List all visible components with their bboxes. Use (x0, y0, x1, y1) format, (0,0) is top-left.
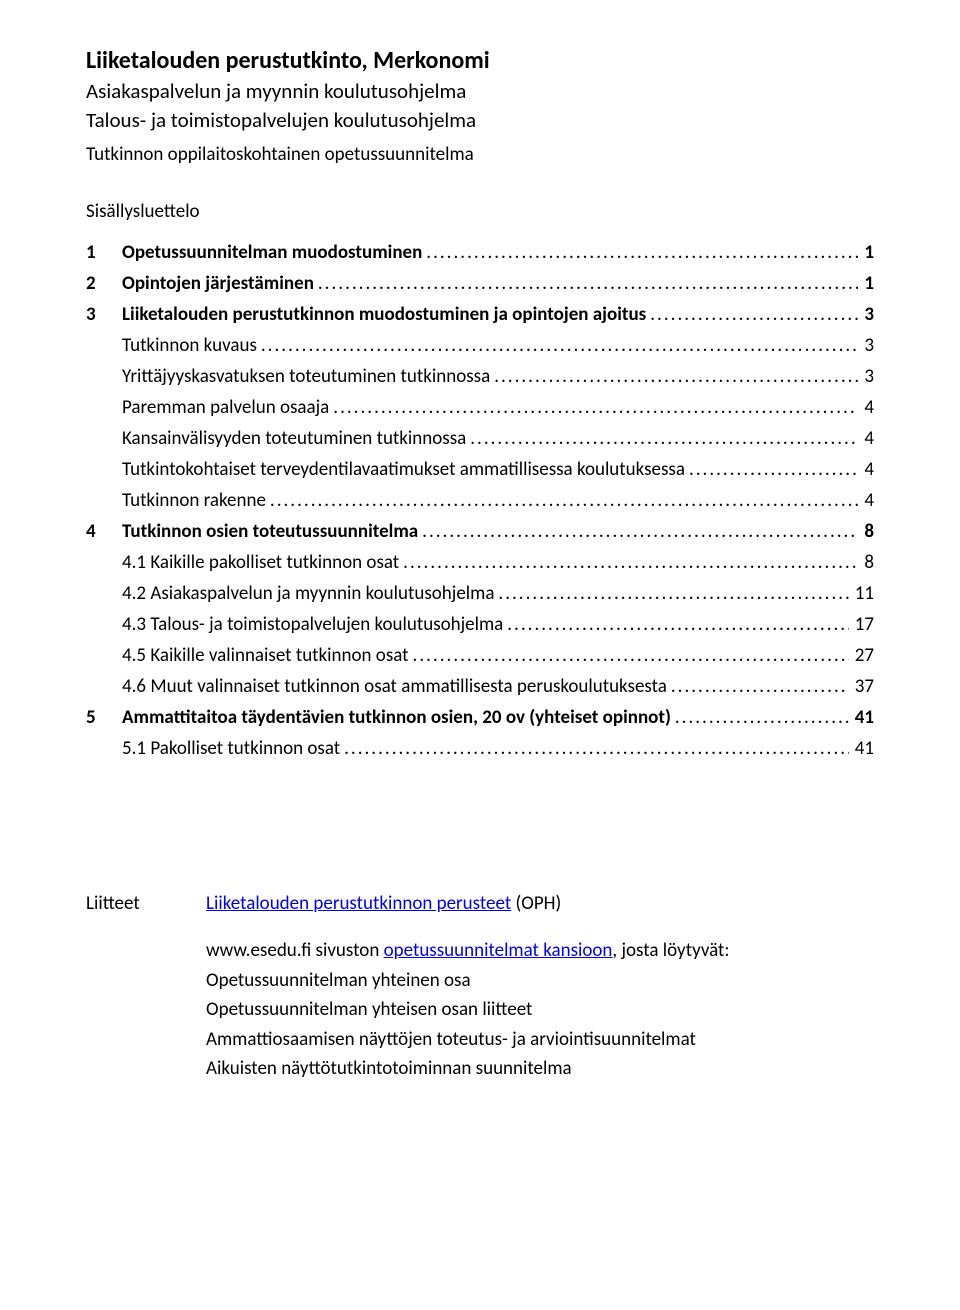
toc-row: 4.6 Muut valinnaiset tutkinnon osat amma… (86, 677, 874, 696)
toc-page: 37 (853, 677, 874, 696)
toc-page: 11 (853, 584, 874, 603)
toc-leader (470, 429, 858, 448)
toc-page: 1 (862, 274, 874, 293)
toc-leader (261, 336, 858, 355)
toc-page: 4 (862, 460, 874, 479)
toc-number: 4 (86, 522, 122, 541)
toc-label: Opintojen järjestäminen (122, 274, 314, 293)
toc-leader (413, 646, 849, 665)
toc-page: 4 (862, 398, 874, 417)
attachments-row-1: Liitteet Liiketalouden perustutkinnon pe… (86, 890, 874, 918)
attachment-suffix-2: , josta löytyvät: (612, 939, 729, 962)
toc-label: Opetussuunnitelman muodostuminen (122, 243, 422, 262)
attachment-line-5: Ammattiosaamisen näyttöjen toteutus- ja … (206, 1026, 874, 1054)
toc-leader (426, 243, 858, 262)
toc-number: 5 (86, 708, 122, 727)
page-title: Liiketalouden perustutkinto, Merkonomi (86, 46, 874, 76)
toc-number: 2 (86, 274, 122, 293)
subheading: Tutkinnon oppilaitoskohtainen opetussuun… (86, 143, 874, 166)
toc-label: Ammattitaitoa täydentävien tutkinnon osi… (122, 708, 671, 727)
toc-row: 3Liiketalouden perustutkinnon muodostumi… (86, 305, 874, 324)
attachments-section: Liitteet Liiketalouden perustutkinnon pe… (86, 890, 874, 1083)
toc-page: 3 (862, 367, 874, 386)
toc-leader (498, 584, 848, 603)
toc-page: 8 (862, 553, 874, 572)
toc-label: 4.3 Talous- ja toimistopalvelujen koulut… (122, 615, 503, 634)
toc-leader (671, 677, 849, 696)
toc-page: 8 (862, 522, 874, 541)
toc-leader (318, 274, 858, 293)
attachment-line-2: www.esedu.fi sivuston opetussuunnitelmat… (206, 937, 874, 965)
toc-leader (270, 491, 858, 510)
document-page: Liiketalouden perustutkinto, Merkonomi A… (0, 0, 960, 1310)
toc-row: Tutkinnon kuvaus 3 (86, 336, 874, 355)
attachment-suffix-1: (OPH) (511, 892, 561, 915)
toc-label: 5.1 Pakolliset tutkinnon osat (122, 739, 340, 758)
toc-page: 17 (853, 615, 874, 634)
toc-row: 4.5 Kaikille valinnaiset tutkinnon osat 2… (86, 646, 874, 665)
toc-label: 4.6 Muut valinnaiset tutkinnon osat amma… (122, 677, 667, 696)
toc-page: 41 (853, 739, 874, 758)
toc-row: 5Ammattitaitoa täydentävien tutkinnon os… (86, 708, 874, 727)
attachment-prefix-2: www.esedu.fi sivuston (206, 939, 384, 962)
toc-leader (689, 460, 858, 479)
attachment-line-3: Opetussuunnitelman yhteinen osa (206, 967, 874, 995)
toc-label: Tutkintokohtaiset terveydentilavaatimuks… (122, 460, 685, 479)
toc-row: Yrittäjyyskasvatuksen toteutuminen tutki… (86, 367, 874, 386)
toc-number: 3 (86, 305, 122, 324)
toc-leader (403, 553, 858, 572)
toc-leader (333, 398, 858, 417)
toc-label: Yrittäjyyskasvatuksen toteutuminen tutki… (122, 367, 490, 386)
toc-page: 41 (853, 708, 874, 727)
toc-row: 5.1 Pakolliset tutkinnon osat 41 (86, 739, 874, 758)
toc-label: 4.2 Asiakaspalvelun ja myynnin koulutuso… (122, 584, 494, 603)
toc-row: 4.3 Talous- ja toimistopalvelujen koulut… (86, 615, 874, 634)
toc-row: 4.2 Asiakaspalvelun ja myynnin koulutuso… (86, 584, 874, 603)
subtitle-line-1: Asiakaspalvelun ja myynnin koulutusohjel… (86, 78, 874, 105)
attachment-line-6: Aikuisten näyttötutkintotoiminnan suunni… (206, 1055, 874, 1083)
toc-row: 1Opetussuunnitelman muodostuminen1 (86, 243, 874, 262)
toc-label: 4.1 Kaikille pakolliset tutkinnon osat (122, 553, 399, 572)
toc-label: Tutkinnon osien toteutussuunnitelma (122, 522, 418, 541)
toc-label: Tutkinnon rakenne (122, 491, 266, 510)
toc-label: 4.5 Kaikille valinnaiset tutkinnon osat (122, 646, 409, 665)
toc-page: 3 (862, 305, 874, 324)
toc-row: Tutkinnon rakenne 4 (86, 491, 874, 510)
toc-row: 4Tutkinnon osien toteutussuunnitelma 8 (86, 522, 874, 541)
subtitle-line-2: Talous- ja toimistopalvelujen koulutusoh… (86, 107, 874, 134)
toc-row: 4.1 Kaikille pakolliset tutkinnon osat 8 (86, 553, 874, 572)
toc-leader (650, 305, 858, 324)
toc-number: 1 (86, 243, 122, 262)
toc-heading: Sisällysluettelo (86, 200, 874, 223)
attachments-label: Liitteet (86, 890, 206, 918)
toc-label: Paremman palvelun osaaja (122, 398, 329, 417)
toc-leader (344, 739, 849, 758)
toc-leader (675, 708, 849, 727)
toc-page: 4 (862, 491, 874, 510)
toc-page: 4 (862, 429, 874, 448)
toc-leader (494, 367, 858, 386)
toc-leader (507, 615, 848, 634)
toc-row: Tutkintokohtaiset terveydentilavaatimuks… (86, 460, 874, 479)
toc-label: Kansainvälisyyden toteutuminen tutkinnos… (122, 429, 466, 448)
attachment-link-perusteet[interactable]: Liiketalouden perustutkinnon perusteet (206, 892, 511, 915)
attachment-line-4: Opetussuunnitelman yhteisen osan liittee… (206, 996, 874, 1024)
toc-label: Tutkinnon kuvaus (122, 336, 257, 355)
toc-label: Liiketalouden perustutkinnon muodostumin… (122, 305, 646, 324)
attachments-block-2: www.esedu.fi sivuston opetussuunnitelmat… (86, 937, 874, 1083)
toc-page: 3 (862, 336, 874, 355)
toc-row: Kansainvälisyyden toteutuminen tutkinnos… (86, 429, 874, 448)
toc-leader (422, 522, 858, 541)
toc-row: Paremman palvelun osaaja 4 (86, 398, 874, 417)
toc-page: 1 (862, 243, 874, 262)
attachment-link-kansio[interactable]: opetussuunnitelmat kansioon (384, 939, 613, 962)
table-of-contents: 1Opetussuunnitelman muodostuminen12Opint… (86, 243, 874, 758)
attachments-body-1: Liiketalouden perustutkinnon perusteet (… (206, 890, 874, 918)
toc-page: 27 (853, 646, 874, 665)
toc-row: 2Opintojen järjestäminen 1 (86, 274, 874, 293)
